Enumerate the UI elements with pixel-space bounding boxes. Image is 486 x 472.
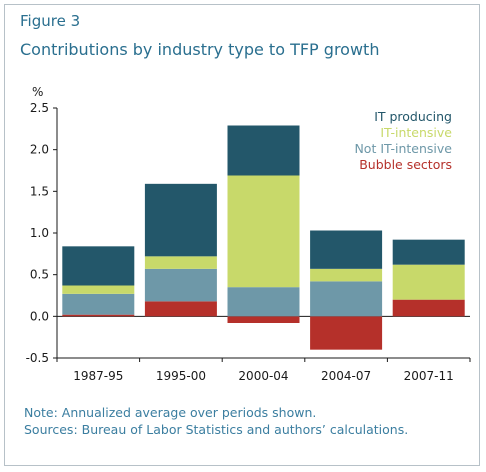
bar-segment-it-intensive [392, 264, 465, 300]
chart-bars [62, 125, 465, 350]
bar-segment-not-it-intensive [144, 268, 217, 302]
y-tick-label: 0.5 [30, 268, 49, 282]
chart-axes: % 2.5 2.0 1.5 1.0 0.5 0.0 -0.5 1987-95 1995-00 200… [26, 85, 471, 383]
bar-segment-it-intensive [144, 256, 217, 269]
legend-item-not-it-intensive: Not IT-intensive [354, 141, 452, 156]
figure-title: Contributions by industry type to TFP gr… [20, 40, 380, 59]
x-tick-label: 1987-95 [73, 369, 123, 383]
y-tick-label: 2.5 [30, 101, 49, 115]
bar-segment-it-producing [310, 230, 383, 269]
bar-segment-it-producing [392, 239, 465, 265]
bar-segment-it-intensive [62, 285, 135, 294]
x-tick-label: 2007-11 [404, 369, 454, 383]
bar-segment-bubble-sectors [392, 299, 465, 317]
legend-item-it-producing: IT producing [374, 109, 452, 124]
bar-segment-bubble-sectors [144, 301, 217, 317]
bar-segment-it-producing [62, 246, 135, 286]
legend-item-bubble-sectors: Bubble sectors [359, 157, 452, 172]
y-tick-label: 1.0 [30, 226, 49, 240]
bar-segment-not-it-intensive [227, 287, 300, 317]
chart-footer: Note: Annualized average over periods sh… [24, 404, 408, 438]
footer-note: Note: Annualized average over periods sh… [24, 405, 317, 420]
bar-segment-bubble-sectors [310, 316, 383, 350]
bar-segment-not-it-intensive [310, 281, 383, 317]
y-unit-label: % [32, 85, 43, 99]
bar-segment-bubble-sectors [62, 314, 135, 317]
y-tick-label: 2.0 [30, 143, 49, 157]
footer-sources: Sources: Bureau of Labor Statistics and … [24, 422, 409, 437]
bar-segment-it-intensive [227, 175, 300, 288]
bar-segment-it-producing [144, 183, 217, 257]
figure-label: Figure 3 [20, 12, 81, 30]
y-tick-label: 1.5 [30, 184, 49, 198]
bar-segment-it-producing [227, 125, 300, 176]
bar-segment-it-intensive [310, 268, 383, 282]
y-tick-label: 0.0 [30, 309, 49, 323]
x-tick-label: 2004-07 [321, 369, 371, 383]
bar-segment-not-it-intensive [62, 293, 135, 315]
bar-segment-bubble-sectors [227, 316, 300, 323]
legend-item-it-intensive: IT-intensive [380, 125, 452, 140]
x-tick-label: 1995-00 [156, 369, 206, 383]
y-tick-label: -0.5 [26, 351, 49, 365]
x-tick-label: 2000-04 [238, 369, 288, 383]
